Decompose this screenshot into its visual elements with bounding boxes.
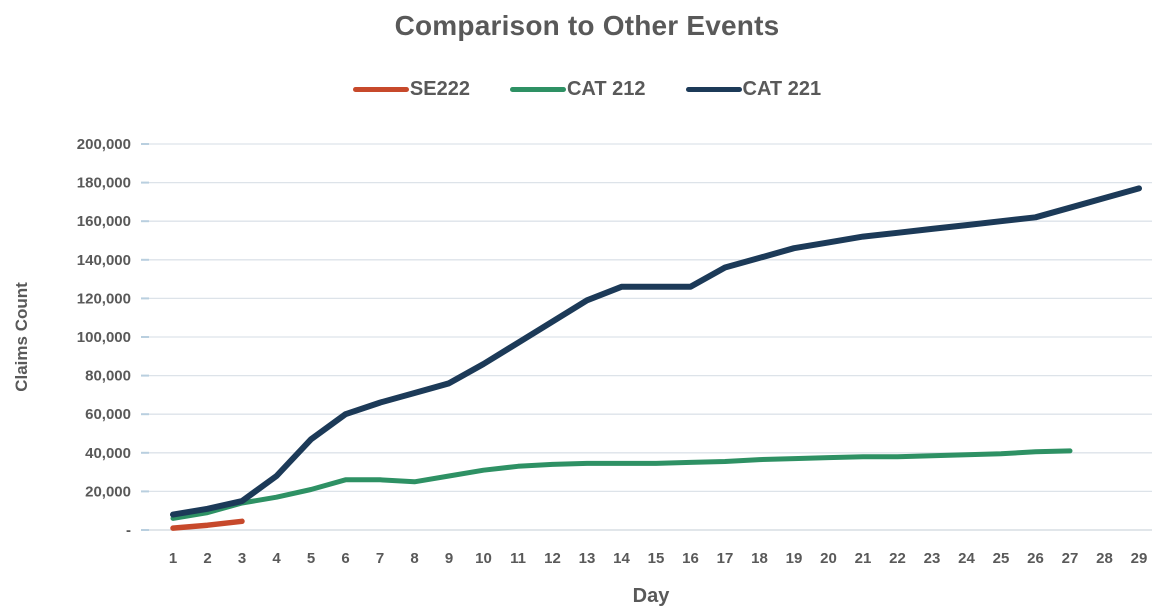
legend-label-se222: SE222 [409,78,470,100]
y-tick-label: 60,000 [85,406,131,423]
x-tick-label: 23 [924,550,941,567]
x-tick-label: 14 [613,550,630,567]
y-tick-label: 160,000 [77,213,131,230]
y-tick-label: 100,000 [77,329,131,346]
x-tick-label: 16 [682,550,699,567]
x-tick-label: 11 [510,550,526,567]
legend: SE222 CAT 212 CAT 221 [0,78,1174,101]
x-tick-label: 7 [376,550,384,567]
x-tick-label: 1 [169,550,177,567]
x-tick-label: 15 [648,550,665,567]
x-tick-label: 26 [1027,550,1044,567]
x-tick-label: 22 [889,550,906,567]
x-tick-label: 9 [445,550,453,567]
y-tick-label: 120,000 [77,290,131,307]
x-tick-label: 20 [820,550,837,567]
x-tick-label: 13 [579,550,596,567]
x-tick-label: 28 [1096,550,1113,567]
x-tick-label: 3 [238,550,246,567]
y-tick-label: - [126,522,131,539]
legend-label-cat221: CAT 221 [742,78,822,100]
legend-item-se222: SE222 [352,78,470,101]
x-tick-label: 29 [1131,550,1148,567]
x-tick-label: 6 [341,550,349,567]
x-tick-label: 10 [475,550,492,567]
series-line-cat221 [170,185,1142,518]
series-line-cat212 [170,448,1073,521]
y-tick-label: 140,000 [77,252,131,269]
legend-item-cat212: CAT 212 [509,78,646,101]
y-tick-label: 80,000 [85,368,131,385]
x-tick-label: 4 [272,550,281,567]
y-tick-label: 200,000 [77,136,131,153]
legend-label-cat212: CAT 212 [566,78,646,100]
x-tick-label: 2 [203,550,211,567]
x-tick-label: 5 [307,550,315,567]
series-line-se222 [170,518,245,531]
legend-line-swatch-cat221 [685,87,742,92]
chart-title: Comparison to Other Events [394,10,780,41]
y-tick-label: 180,000 [77,175,131,192]
x-axis-title: Day [632,585,670,607]
y-tick-label: 20,000 [85,483,131,500]
x-tick-label: 12 [544,550,561,567]
legend-item-cat221: CAT 221 [685,78,822,101]
x-tick-label: 25 [993,550,1010,567]
legend-line-swatch-cat212 [509,87,566,92]
x-tick-label: 24 [958,550,975,567]
x-tick-label: 21 [855,550,872,567]
x-tick-label: 17 [717,550,734,567]
x-tick-label: 19 [786,550,803,567]
legend-line-swatch-se222 [352,87,409,92]
x-tick-label: 18 [751,550,768,567]
x-tick-label: 8 [410,550,418,567]
y-tick-label: 40,000 [85,445,131,462]
x-tick-label: 27 [1062,550,1079,567]
